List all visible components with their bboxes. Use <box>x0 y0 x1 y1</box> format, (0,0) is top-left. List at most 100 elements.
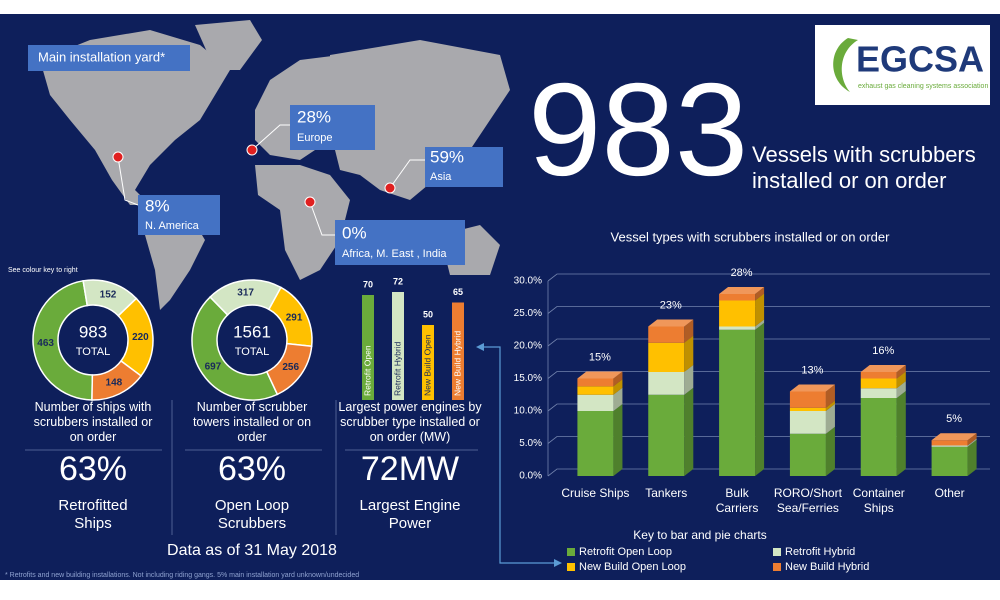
logo: EGCSA <box>856 39 984 80</box>
bar-front <box>719 329 756 476</box>
slice-label: 463 <box>37 338 54 349</box>
bar-segment <box>648 365 694 395</box>
region-boxes <box>28 45 503 265</box>
bar-side <box>967 433 977 446</box>
bar-segment <box>789 384 835 408</box>
headline-text: installed or on order <box>752 168 946 193</box>
bar-side <box>896 371 906 389</box>
bar-segment <box>648 387 694 476</box>
bar-segment <box>860 371 906 389</box>
date-note: Data as of 31 May 2018 <box>167 542 337 559</box>
slice-label: 317 <box>237 288 254 299</box>
bar <box>422 325 434 400</box>
bar <box>392 292 404 400</box>
bar-front <box>789 407 826 411</box>
bar-value: 70 <box>363 279 373 289</box>
bar-side <box>825 426 835 476</box>
region-name: Asia <box>430 171 452 183</box>
bar-category: Retrofit Open <box>362 345 372 396</box>
total-label: 13% <box>801 364 823 376</box>
pins <box>112 144 396 208</box>
bar-front <box>789 411 826 434</box>
bar-top-shade <box>931 433 977 441</box>
bar-side-shade <box>684 387 694 476</box>
bar-category: New Build Hybrid <box>452 331 462 396</box>
total-label: 28% <box>731 267 753 279</box>
grid-line <box>547 371 990 379</box>
x-tick-label: Other <box>934 486 965 500</box>
bar-segment <box>860 381 906 398</box>
bar-segment <box>931 438 977 447</box>
bar-side-shade <box>825 404 835 434</box>
x-tick-label: Container Ships <box>852 486 905 515</box>
x-tick-label: Tankers <box>645 486 688 500</box>
donut-slice <box>191 295 279 401</box>
bar-segment <box>577 379 623 395</box>
bar-front <box>931 446 968 476</box>
stat-label: Open Loop Scrubbers <box>214 497 290 532</box>
bar-segment <box>648 319 694 343</box>
bar-front <box>577 378 614 387</box>
bar-side-shade <box>755 319 765 330</box>
bar-side-shade <box>967 439 977 476</box>
bar-top <box>648 319 694 327</box>
bar-segment <box>789 400 835 411</box>
bar-side <box>684 365 694 395</box>
bar-segment <box>789 404 835 434</box>
region-name: N. America <box>145 220 200 232</box>
bar-side <box>896 365 906 379</box>
region-share: 28% <box>297 107 331 126</box>
bar-side-shade <box>755 287 765 301</box>
headline-number: 983 <box>528 56 748 203</box>
bar-front <box>931 440 968 446</box>
grid-line <box>547 436 990 444</box>
bar-side <box>684 335 694 372</box>
separators <box>25 400 478 535</box>
x-tick-label: Bulk Carriers <box>715 486 759 515</box>
bar-top-shade <box>648 319 694 327</box>
bar-side <box>613 379 623 395</box>
bar-side <box>684 319 694 343</box>
legend-swatch <box>567 563 575 571</box>
bar-segment <box>931 433 977 446</box>
bar-side <box>825 404 835 434</box>
stat-caption: Number of scrubber towers installed or o… <box>192 400 312 444</box>
logo-swoosh <box>833 38 858 92</box>
bar-value: 65 <box>453 287 463 297</box>
bar-side-shade <box>825 426 835 476</box>
grid-line <box>547 306 990 314</box>
bar-front <box>648 342 685 372</box>
bar-segment <box>789 426 835 476</box>
bar-side-shade <box>896 391 906 476</box>
slice-label: 256 <box>282 362 299 373</box>
legend-label: Retrofit Hybrid <box>785 546 855 558</box>
slice-label: 148 <box>106 377 123 388</box>
donut-slice <box>265 342 313 396</box>
bar-value: 72 <box>393 276 403 286</box>
logo-box <box>815 25 990 105</box>
bar-side-shade <box>684 335 694 372</box>
bar-segment <box>719 287 765 301</box>
bar-category: New Build Open <box>422 334 432 396</box>
bar-segment <box>577 371 623 387</box>
bar-side <box>755 322 765 476</box>
bar-side <box>825 400 835 411</box>
bar-front <box>719 300 756 327</box>
bar-front <box>719 326 756 330</box>
bar-segment <box>931 439 977 476</box>
donut-center-sublabel: TOTAL <box>76 346 110 358</box>
key-note: See colour key to right <box>8 267 78 274</box>
bar-side-shade <box>613 379 623 395</box>
chart-title: Vessel types with scrubbers installed or… <box>611 229 891 244</box>
slice-label: 697 <box>205 362 222 373</box>
y-tick-label: 5.0% <box>519 438 542 449</box>
grid-line <box>547 273 990 282</box>
grid-line <box>547 403 990 412</box>
bar-front <box>860 372 897 379</box>
legend-title: Key to bar and pie charts <box>633 528 766 542</box>
stat-figure: 63% <box>58 450 128 488</box>
bar-value: 50 <box>423 309 433 319</box>
bar-front <box>577 411 614 476</box>
bar-side-shade <box>755 322 765 476</box>
stat-caption: Number of ships with scrubbers installed… <box>33 400 153 444</box>
